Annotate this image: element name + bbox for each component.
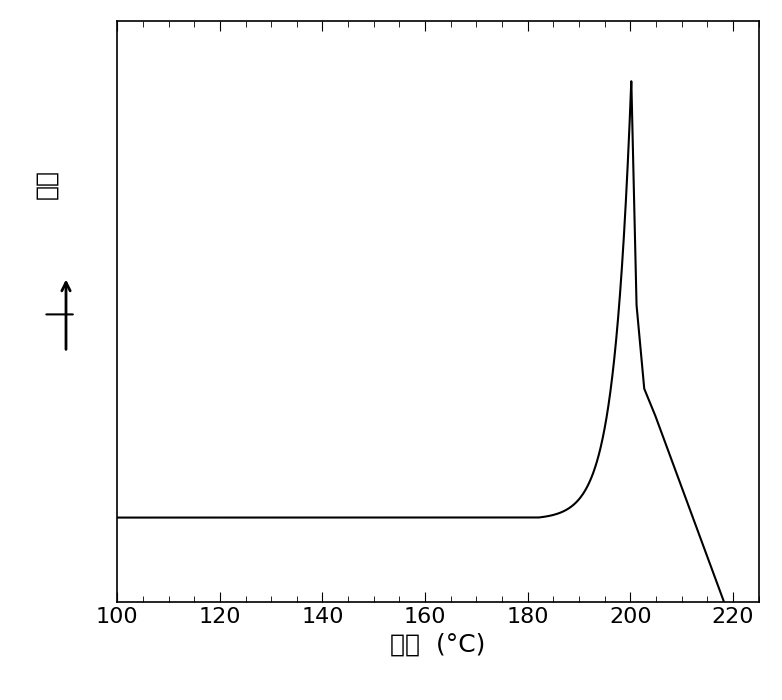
Text: 吸热: 吸热: [34, 169, 59, 199]
X-axis label: 温度  (°C): 温度 (°C): [390, 632, 486, 657]
